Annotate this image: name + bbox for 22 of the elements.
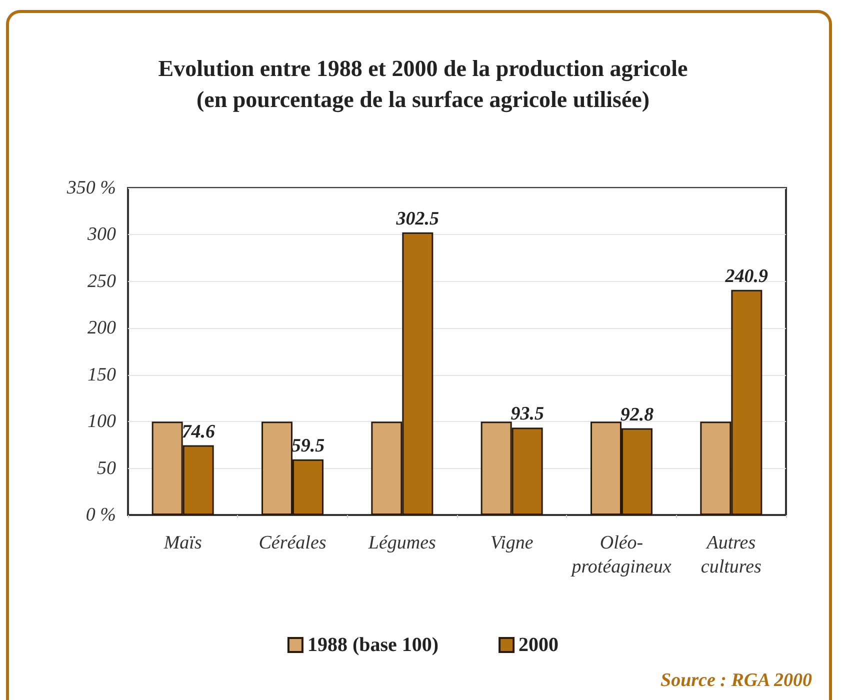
- x-tick-label: Légumes: [367, 532, 436, 554]
- legend-label: 1988 (base 100): [307, 634, 439, 656]
- y-tick-label: 100: [88, 411, 116, 432]
- chart-title: Evolution entre 1988 et 2000 de la production agricole (en pourcentage de la surface agricole utilisée): [158, 56, 688, 113]
- data-label: 302.5: [395, 208, 440, 230]
- x-tick-label: Céréales: [258, 532, 326, 554]
- legend-label: 2000: [518, 634, 559, 656]
- y-tick-label: 0 %: [86, 504, 116, 526]
- y-tick-label: 200: [88, 318, 116, 339]
- data-label: 93.5: [510, 404, 544, 425]
- y-tick-label: 300: [86, 224, 116, 246]
- y-tick-label: 150: [88, 364, 116, 386]
- x-tick-label: Maïs: [162, 532, 202, 554]
- source-note: Source : RGA 2000: [660, 670, 812, 692]
- x-tick-label: Vigne: [490, 532, 534, 554]
- y-tick-label: 250: [88, 270, 116, 292]
- data-label: 240.9: [724, 266, 769, 287]
- x-tick-label: Autres cultures: [700, 532, 762, 578]
- data-label: 92.8: [620, 404, 654, 426]
- x-tick-label: Oléo- protéagineux: [570, 532, 672, 578]
- y-tick-label: 350 %: [66, 178, 116, 198]
- y-tick-label: 50: [97, 458, 116, 479]
